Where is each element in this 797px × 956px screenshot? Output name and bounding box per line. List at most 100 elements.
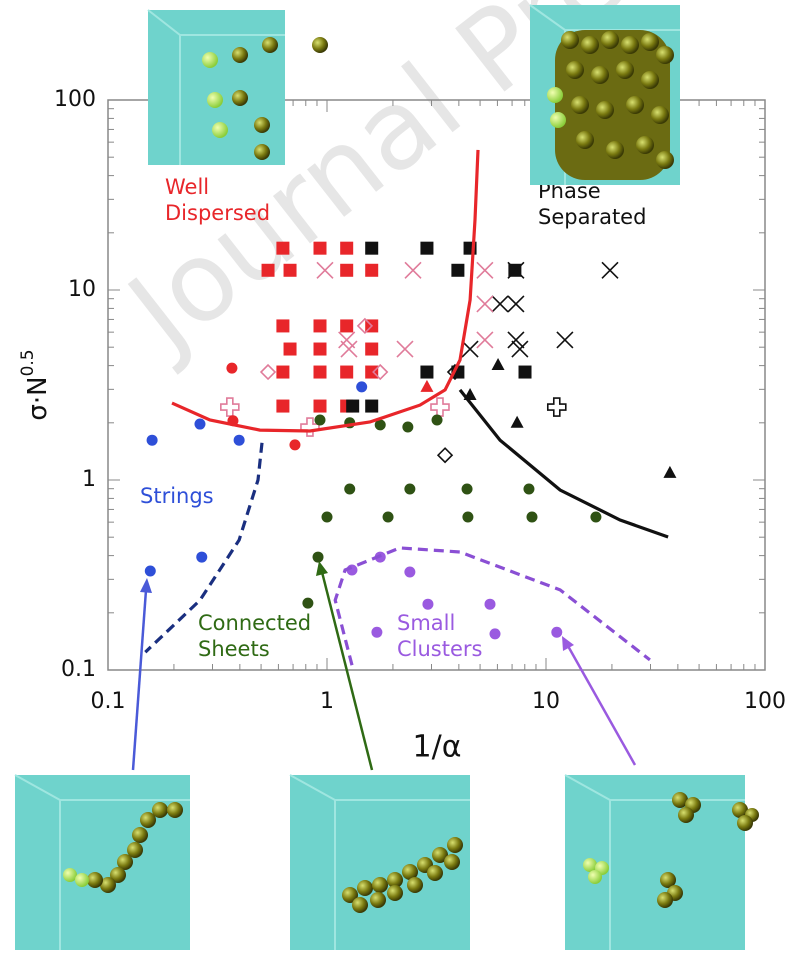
square-marker [365,242,378,255]
square-marker [340,366,353,379]
square-marker [262,264,275,277]
square-marker [365,400,378,413]
x-marker [477,332,493,348]
circle-marker [490,628,501,639]
square-marker [313,319,326,332]
plot-area: Journal Pre-proof0.11101000.11101001/ασ·… [18,0,797,765]
square-marker [365,343,378,356]
circle-marker [313,552,324,563]
y-tick-label: 0.1 [61,657,96,682]
circle-marker [289,439,300,450]
open-cross-marker [548,398,566,416]
diamond-marker [438,448,452,462]
annotation: Well [165,175,209,199]
square-marker [340,242,353,255]
open-cross-marker [431,398,449,416]
circle-marker [404,566,415,577]
annotation: Separated [538,205,646,229]
circle-marker [523,483,534,494]
square-marker [346,400,359,413]
triangle-marker [420,380,433,392]
square-marker [276,366,289,379]
circle-marker [383,511,394,522]
square-marker [313,400,326,413]
x-marker [477,262,493,278]
x-marker [397,341,413,357]
square-marker [365,264,378,277]
square-marker [276,319,289,332]
square-marker [276,242,289,255]
circle-marker [462,511,473,522]
square-marker [313,242,326,255]
square-marker [284,343,297,356]
square-marker [451,264,464,277]
x-marker [477,296,493,312]
square-marker [420,366,433,379]
circle-marker [402,422,413,433]
triangle-marker [663,466,676,478]
annotation: Sheets [198,637,270,661]
x-tick-label: 100 [744,689,786,714]
cube-phase-separated [530,5,680,185]
square-marker [365,366,378,379]
circle-marker [196,552,207,563]
y-axis-label: σ·N0.5 [18,349,53,420]
circle-marker [344,483,355,494]
x-marker [341,341,357,357]
x-tick-label: 10 [532,689,560,714]
annotation: Small [397,611,455,635]
y-tick-label: 100 [54,87,96,112]
cube-strings [15,775,190,950]
chart: Journal Pre-proof0.11101000.11101001/ασ·… [0,0,797,956]
circle-marker [404,483,415,494]
square-marker [276,400,289,413]
x-axis-label: 1/α [413,730,462,765]
circle-marker [314,414,325,425]
x-tick-label: 1 [320,689,334,714]
circle-marker [322,511,333,522]
circle-marker [485,599,496,610]
circle-marker [234,435,245,446]
x-marker [557,332,573,348]
x-marker [508,296,524,312]
diamond-marker [261,365,275,379]
circle-marker [356,381,367,392]
x-marker [492,296,508,312]
circle-marker [145,565,156,576]
square-marker [519,366,532,379]
x-marker [602,262,618,278]
circle-marker [526,511,537,522]
x-marker [405,262,421,278]
arrows [133,561,635,770]
y-axis-label-text: σ·N [23,376,53,420]
y-tick-label: 10 [68,277,96,302]
triangle-marker [511,416,524,428]
circle-marker [147,435,158,446]
square-marker [284,264,297,277]
x-marker [462,341,478,357]
annotation: Strings [140,484,214,508]
annotation: Dispersed [165,201,270,225]
circle-marker [371,627,382,638]
y-axis-label-sup: 0.5 [18,349,38,376]
circle-marker [422,599,433,610]
circle-marker [432,414,443,425]
x-tick-label: 0.1 [91,689,126,714]
square-marker [420,242,433,255]
circle-marker [194,419,205,430]
square-marker [313,366,326,379]
circle-marker [226,363,237,374]
triangle-marker [492,358,505,370]
circle-marker [590,511,601,522]
y-tick-label: 1 [82,467,96,492]
boundary-curve [460,390,668,537]
annotation: Clusters [397,637,482,661]
square-marker [340,264,353,277]
annotation: Connected [198,611,311,635]
circle-marker [462,483,473,494]
circle-marker [551,627,562,638]
cube-small-clusters [565,775,759,950]
square-marker [313,343,326,356]
open-cross-marker [221,398,239,416]
square-marker [340,319,353,332]
